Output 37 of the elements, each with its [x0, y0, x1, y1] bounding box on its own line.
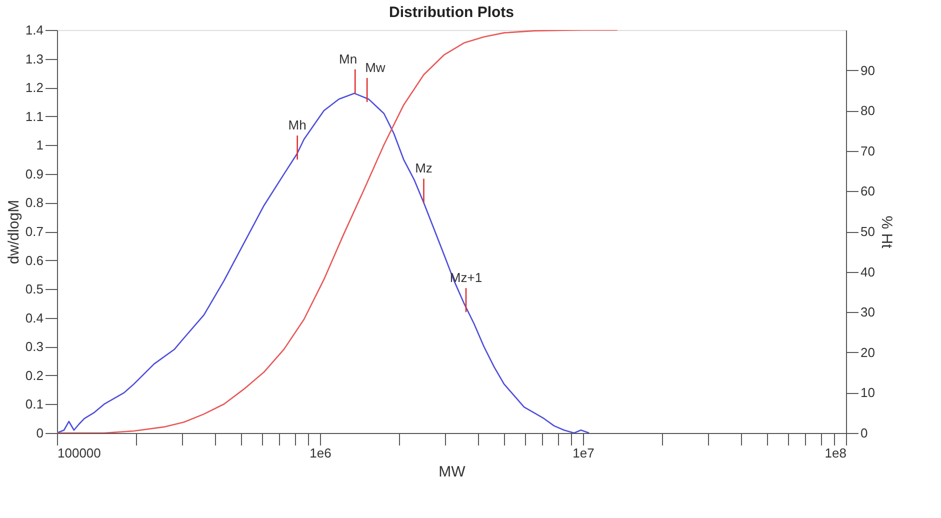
annotation: Mw: [365, 60, 386, 75]
x-tick-label: 100000: [58, 446, 101, 460]
y2-tick-label: 20: [860, 344, 875, 360]
y-tick-label: 1.1: [25, 108, 44, 124]
y-tick-label: 0.5: [25, 282, 44, 297]
y-tick-label: 0.7: [25, 224, 44, 239]
y-tick-label: 0.8: [25, 195, 44, 210]
y-tick-label: 0.3: [25, 339, 44, 354]
y-tick-label: 0: [36, 426, 44, 440]
y2-axis-title: % Ht: [878, 216, 895, 250]
y-tick-label: 1.4: [25, 22, 44, 38]
y-tick-label: 0.9: [25, 166, 44, 182]
y-tick-label: 0.4: [25, 310, 44, 326]
x-tick-label: 1e7: [572, 446, 594, 460]
x-tick-label: 1e6: [310, 446, 332, 460]
y-tick-label: 0.1: [25, 396, 44, 412]
y2-tick-label: 30: [860, 304, 875, 320]
y2-tick-label: 80: [860, 103, 875, 118]
y-axis-title: dw/dlogM: [5, 200, 22, 264]
annotation: Mz: [415, 160, 432, 176]
y-tick-label: 1.3: [25, 51, 44, 66]
y-tick-label: 0.2: [25, 368, 44, 383]
chart-title: Distribution Plots: [389, 4, 514, 21]
annotation: Mn: [339, 51, 358, 66]
y2-tick-label: 50: [860, 224, 875, 239]
x-tick-label: 1e8: [824, 446, 846, 460]
y2-tick-label: 0: [860, 426, 868, 440]
y2-tick-label: 90: [860, 62, 875, 78]
y2-tick-label: 70: [860, 143, 875, 158]
y2-tick-label: 60: [860, 184, 875, 199]
y2-tick-label: 40: [860, 264, 875, 280]
y-tick-label: 1.2: [25, 80, 44, 96]
y-tick-label: 0.6: [25, 252, 44, 268]
x-axis-title: MW: [438, 464, 466, 480]
y2-tick-label: 10: [860, 385, 875, 400]
y-tick-label: 1: [36, 138, 44, 153]
annotation: Mh: [288, 118, 306, 133]
